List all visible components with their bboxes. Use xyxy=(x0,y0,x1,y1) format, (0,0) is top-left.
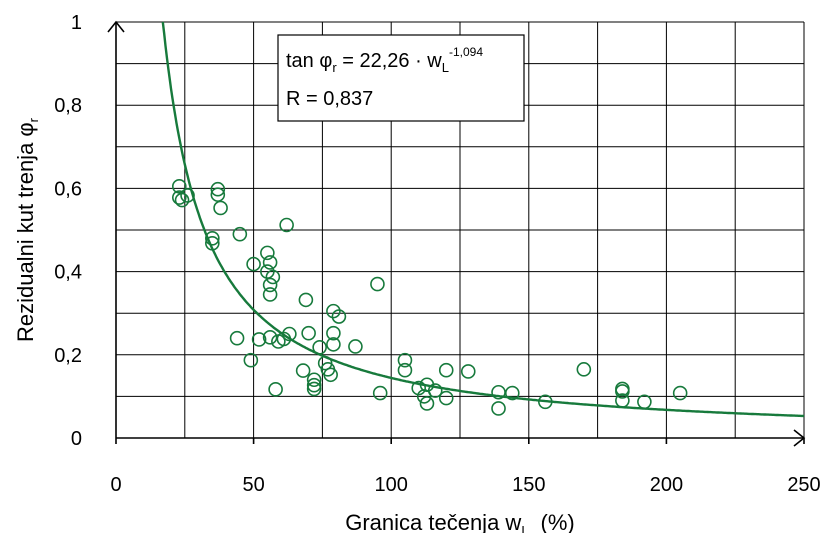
data-point xyxy=(301,325,316,341)
x-tick-label: 50 xyxy=(242,474,264,496)
data-point xyxy=(491,384,506,400)
data-point xyxy=(326,337,341,352)
data-point xyxy=(262,287,278,302)
data-point xyxy=(397,352,413,368)
y-tick-label: 0,2 xyxy=(54,345,82,367)
data-point xyxy=(268,382,283,397)
data-point xyxy=(672,385,688,401)
data-point xyxy=(372,385,388,401)
y-tick-label: 0,8 xyxy=(54,95,82,117)
data-point xyxy=(210,187,226,202)
data-point xyxy=(262,255,278,270)
y-tick-label: 0 xyxy=(71,428,82,450)
data-point xyxy=(232,226,248,242)
data-point xyxy=(171,190,187,205)
data-point xyxy=(460,364,476,379)
data-point xyxy=(312,340,327,355)
data-point xyxy=(326,325,341,341)
data-points xyxy=(171,179,688,416)
data-point xyxy=(504,385,520,401)
data-point xyxy=(306,377,322,393)
data-point xyxy=(397,362,413,378)
data-point xyxy=(306,372,322,388)
data-point xyxy=(331,309,347,324)
data-point xyxy=(262,277,278,293)
data-point xyxy=(229,330,245,346)
data-point xyxy=(295,363,311,378)
y-tick-label: 1 xyxy=(71,12,82,34)
x-axis-label: Granica tečenja wL (%) xyxy=(345,510,575,533)
equation-box-frame xyxy=(277,34,525,122)
data-point xyxy=(438,362,454,378)
data-point xyxy=(213,200,228,216)
data-point xyxy=(538,394,553,410)
axes xyxy=(107,20,806,447)
data-point xyxy=(370,276,385,292)
data-point xyxy=(326,303,341,319)
data-point xyxy=(427,383,443,398)
data-point xyxy=(262,330,278,345)
data-point xyxy=(438,390,454,406)
data-point xyxy=(243,352,259,368)
data-point xyxy=(276,331,292,347)
x-tick-labels: 0 50 100 150 200 250 xyxy=(110,474,820,496)
data-point xyxy=(323,367,338,383)
data-point xyxy=(260,245,275,261)
data-point xyxy=(348,339,363,354)
data-point xyxy=(298,292,314,308)
data-point xyxy=(265,269,281,285)
data-point xyxy=(246,256,261,272)
y-tick-label: 0,4 xyxy=(54,262,82,284)
data-point xyxy=(282,326,297,342)
y-axis-label: Rezidualni kut trenja φr xyxy=(13,117,41,342)
x-tick-label: 150 xyxy=(512,474,545,496)
data-point xyxy=(419,396,435,411)
data-point xyxy=(205,231,220,246)
data-point xyxy=(576,362,592,377)
data-point xyxy=(306,381,322,397)
correlation-text: R = 0,837 xyxy=(286,88,373,110)
data-point xyxy=(251,332,267,347)
data-point xyxy=(279,217,294,233)
data-point xyxy=(205,236,220,251)
data-point xyxy=(491,401,506,416)
data-point xyxy=(260,264,275,279)
x-tick-label: 0 xyxy=(110,474,121,496)
y-tick-label: 0,6 xyxy=(54,178,82,200)
data-point xyxy=(637,394,652,410)
data-point xyxy=(615,384,630,399)
equation-text: tan φr = 22,26 · wL-1,094 xyxy=(286,45,483,75)
x-tick-label: 200 xyxy=(650,474,683,496)
power-fit-curve xyxy=(161,21,805,418)
data-point xyxy=(615,393,630,408)
equation-box: tan φr = 22,26 · wL-1,094 R = 0,837 xyxy=(277,34,525,122)
y-tick-labels: 0 0,2 0,4 0,6 0,8 1 xyxy=(54,12,82,450)
x-tick-label: 250 xyxy=(787,474,820,496)
y-axis-arrow xyxy=(107,20,125,33)
data-point xyxy=(171,179,187,194)
data-point xyxy=(210,181,226,197)
data-point xyxy=(180,188,195,203)
x-tick-label: 100 xyxy=(375,474,408,496)
